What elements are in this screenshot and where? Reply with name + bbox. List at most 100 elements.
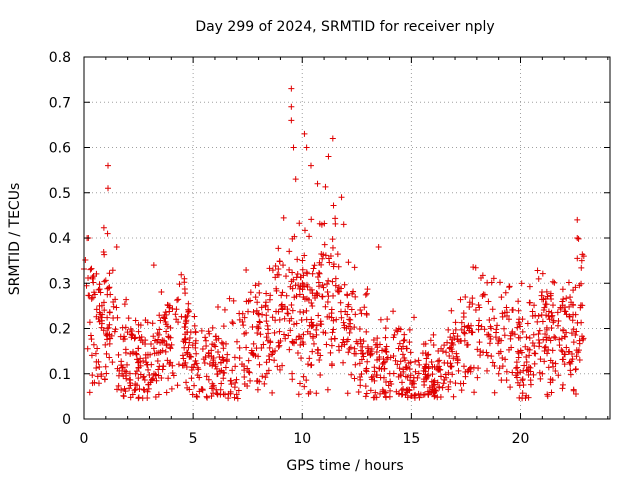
data-point <box>563 344 570 351</box>
data-point <box>153 349 160 356</box>
data-point <box>319 282 326 289</box>
data-point <box>499 313 506 320</box>
data-point <box>275 245 282 252</box>
data-point <box>254 329 261 336</box>
data-point <box>308 216 315 223</box>
data-point <box>549 302 556 309</box>
data-point <box>333 316 340 323</box>
data-point <box>422 376 429 383</box>
data-point <box>412 358 419 365</box>
data-point <box>265 330 272 337</box>
data-point <box>529 308 536 315</box>
data-point <box>192 357 199 364</box>
data-point <box>485 298 492 305</box>
data-point <box>407 372 414 379</box>
data-point <box>212 343 219 350</box>
data-point <box>156 312 163 319</box>
data-point <box>445 386 452 393</box>
data-point <box>296 285 303 292</box>
data-point <box>558 347 565 354</box>
data-point <box>526 352 533 359</box>
data-point <box>189 391 196 398</box>
data-point <box>106 340 113 347</box>
data-point <box>140 386 147 393</box>
data-point <box>268 351 275 358</box>
data-point <box>491 363 498 370</box>
data-point <box>104 314 111 321</box>
data-point <box>208 347 215 354</box>
data-point <box>293 320 300 327</box>
data-point <box>250 309 257 316</box>
data-point <box>545 308 552 315</box>
data-point <box>460 363 467 370</box>
data-point <box>276 342 283 349</box>
data-point <box>348 306 355 313</box>
x-axis-ticks: 0 5 10 15 20 <box>80 57 609 447</box>
data-point <box>101 376 108 383</box>
data-point <box>155 336 162 343</box>
data-point <box>120 393 127 400</box>
data-point <box>475 302 482 309</box>
data-point <box>530 331 537 338</box>
data-point <box>100 299 107 306</box>
data-point <box>247 289 254 296</box>
data-point <box>90 341 97 348</box>
data-point <box>457 380 464 387</box>
data-point <box>239 361 245 368</box>
data-point <box>367 351 374 358</box>
data-point <box>452 326 459 333</box>
data-point <box>360 338 367 345</box>
data-point <box>175 319 182 326</box>
data-point <box>168 385 175 392</box>
data-point <box>502 356 509 363</box>
data-point <box>394 328 401 335</box>
data-point <box>95 286 102 293</box>
data-point <box>434 379 441 386</box>
data-point <box>491 315 498 322</box>
data-point <box>563 295 570 302</box>
data-point <box>329 278 336 285</box>
data-point <box>135 375 142 382</box>
data-point <box>250 340 257 347</box>
data-point <box>362 383 369 390</box>
data-point <box>263 290 270 297</box>
data-point <box>233 338 240 345</box>
data-point <box>301 227 308 234</box>
data-point <box>149 320 156 327</box>
data-point <box>288 315 295 322</box>
data-point <box>288 301 295 308</box>
data-point <box>289 235 296 242</box>
data-point <box>126 385 133 392</box>
data-point <box>526 283 533 290</box>
data-point <box>243 344 250 351</box>
data-point <box>340 319 347 326</box>
data-point <box>256 318 263 325</box>
data-point <box>255 310 262 317</box>
data-point <box>181 275 188 282</box>
data-point <box>390 334 397 341</box>
data-point <box>534 318 541 325</box>
data-point <box>103 370 110 377</box>
data-point <box>266 344 273 351</box>
data-point <box>203 342 210 349</box>
data-point <box>489 359 496 366</box>
data-point <box>397 358 404 365</box>
data-point <box>511 331 518 338</box>
data-point <box>570 326 577 333</box>
data-point <box>543 334 550 341</box>
data-point <box>455 367 462 374</box>
data-point <box>411 314 418 321</box>
data-point <box>243 298 250 305</box>
data-point <box>317 352 324 359</box>
data-point <box>95 380 102 387</box>
data-point <box>466 304 473 311</box>
data-point <box>539 318 546 325</box>
data-point <box>163 328 170 335</box>
data-point <box>544 293 551 300</box>
data-point <box>260 341 267 348</box>
data-point <box>417 391 424 398</box>
data-point <box>322 183 329 190</box>
data-point <box>552 334 559 341</box>
data-point <box>88 336 95 343</box>
data-point <box>285 332 292 339</box>
